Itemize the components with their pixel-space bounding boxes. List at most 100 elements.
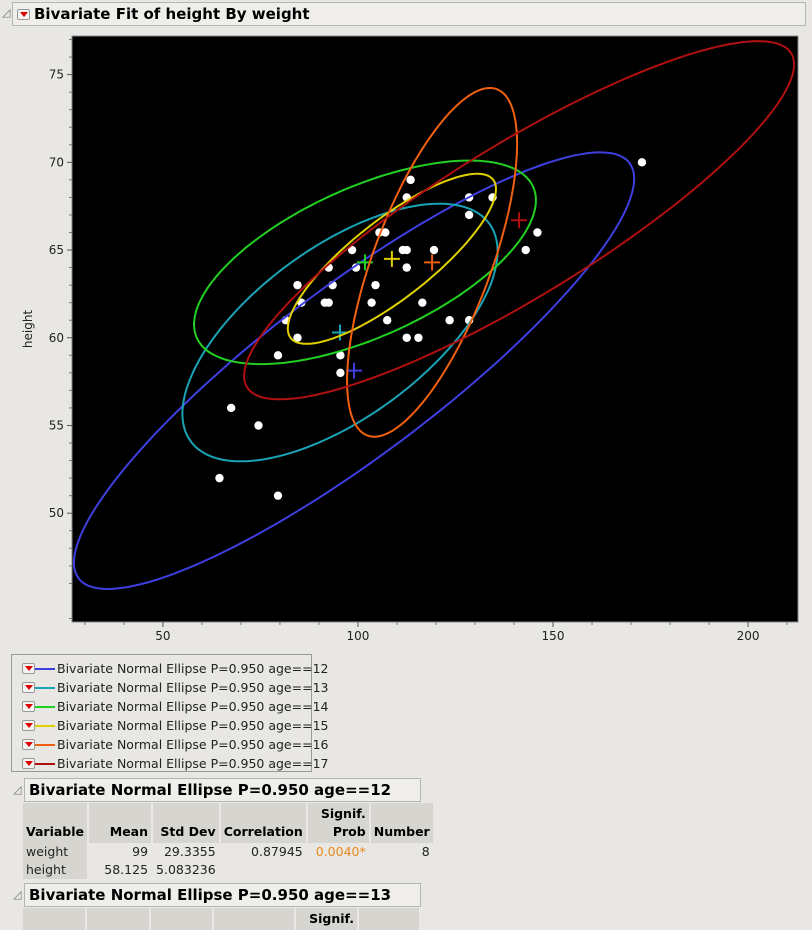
y-tick-label: 65 [49, 243, 64, 257]
signif-prob-value: 0.0040* [315, 844, 366, 859]
y-tick-label: 70 [49, 155, 64, 169]
cell: 8 [421, 844, 430, 859]
data-point [324, 298, 333, 307]
data-point [347, 245, 357, 255]
data-point [464, 210, 474, 220]
y-axis-label: height [21, 310, 35, 349]
legend-item: Bivariate Normal Ellipse P=0.950 age==13 [12, 678, 328, 697]
cell: 58.125 [104, 862, 149, 877]
data-point [381, 228, 390, 237]
data-point [406, 175, 415, 185]
data-point [293, 280, 302, 290]
cell: 99 [132, 844, 149, 859]
plot-marks [72, 40, 796, 591]
legend-label: Bivariate Normal Ellipse P=0.950 age==12 [57, 661, 329, 676]
x-tick-label: 200 [737, 629, 760, 643]
data-point [351, 263, 361, 272]
legend-swatch [35, 724, 55, 727]
data-point [297, 298, 306, 307]
cell [221, 861, 306, 879]
legend-label: Bivariate Normal Ellipse P=0.950 age==15 [57, 718, 329, 733]
col-signif-prob: Signif. Prob [307, 803, 369, 843]
legend-swatch [35, 686, 55, 689]
x-tick-label: 50 [155, 629, 170, 643]
data-point [429, 245, 439, 255]
data-point [418, 298, 427, 307]
legend-swatch [35, 743, 55, 746]
legend: Bivariate Normal Ellipse P=0.950 age==12… [11, 654, 328, 772]
legend-item: Bivariate Normal Ellipse P=0.950 age==12 [12, 659, 328, 678]
section-header: Bivariate Normal Ellipse P=0.950 age==12 [24, 778, 421, 802]
legend-label: Bivariate Normal Ellipse P=0.950 age==14 [57, 699, 329, 714]
legend-swatch [35, 705, 55, 708]
legend-label: Bivariate Normal Ellipse P=0.950 age==13 [57, 680, 329, 695]
data-point [521, 245, 530, 255]
section-title: Bivariate Normal Ellipse P=0.950 age==13 [29, 886, 392, 904]
red-triangle-menu-icon[interactable] [22, 682, 35, 693]
x-tick-label: 100 [346, 629, 369, 643]
legend-item: Bivariate Normal Ellipse P=0.950 age==16 [12, 735, 328, 754]
mean-cross-marker [346, 362, 363, 379]
ellipse [286, 172, 497, 345]
red-triangle-menu-icon[interactable] [22, 720, 35, 731]
data-point [445, 316, 454, 325]
cell [371, 861, 433, 879]
cell: 29.3355 [163, 844, 216, 859]
data-point [336, 351, 345, 360]
collapse-triangle-icon[interactable]: ◿ [2, 6, 11, 19]
red-triangle-menu-icon[interactable] [22, 739, 35, 750]
legend-item: Bivariate Normal Ellipse P=0.950 age==15 [12, 716, 328, 735]
data-point [293, 333, 302, 342]
cell: 5.083236 [156, 862, 216, 877]
data-point [414, 333, 423, 342]
cell: weight [23, 843, 88, 861]
red-triangle-menu-icon[interactable] [17, 9, 30, 20]
ellipse [192, 159, 537, 366]
section-header: Bivariate Normal Ellipse P=0.950 age==13 [24, 883, 421, 907]
table-row: weight 99 29.3355 0.87945 0.0040* 8 [23, 843, 433, 861]
y-tick-label: 55 [49, 418, 64, 432]
data-point [336, 368, 345, 378]
data-point [371, 280, 380, 290]
mean-cross-marker [383, 250, 400, 267]
col-number: Number [370, 803, 433, 843]
mean-cross-marker [424, 254, 441, 271]
collapse-triangle-icon[interactable]: ◿ [13, 783, 22, 796]
cell: height [23, 861, 88, 879]
col-signif-prob: Signif. [296, 908, 357, 930]
red-triangle-menu-icon[interactable] [22, 758, 35, 769]
plot-background [71, 35, 799, 623]
cell: 0.87945 [251, 844, 303, 859]
data-point [254, 421, 263, 430]
legend-label: Bivariate Normal Ellipse P=0.950 age==17 [57, 756, 329, 771]
y-tick-label: 50 [49, 506, 64, 520]
legend-swatch [35, 762, 55, 765]
data-point [215, 473, 224, 483]
legend-item: Bivariate Normal Ellipse P=0.950 age==14 [12, 697, 328, 716]
ellipse [243, 40, 796, 401]
mean-cross-marker [511, 212, 528, 229]
legend-item: Bivariate Normal Ellipse P=0.950 age==17 [12, 754, 328, 773]
stats-table: Signif. [21, 908, 421, 930]
y-tick-label: 60 [49, 331, 64, 345]
data-point [273, 491, 283, 500]
data-point [402, 333, 411, 342]
data-point [533, 228, 542, 237]
data-point [402, 245, 411, 255]
bivariate-plot: 50100150200505560657075weightheight [21, 35, 799, 643]
x-tick-label: 150 [542, 629, 565, 643]
collapse-triangle-icon[interactable]: ◿ [13, 888, 22, 901]
data-point [402, 263, 411, 272]
ellipse [72, 151, 636, 591]
y-tick-label: 75 [49, 68, 64, 82]
data-point [637, 158, 647, 167]
red-triangle-menu-icon[interactable] [22, 701, 35, 712]
report-title: Bivariate Fit of height By weight [34, 5, 310, 23]
report-header: Bivariate Fit of height By weight [12, 2, 806, 26]
col-correlation: Correlation [220, 803, 306, 843]
ellipse [181, 202, 499, 463]
red-triangle-menu-icon[interactable] [22, 663, 35, 674]
data-point [226, 403, 236, 413]
col-std-dev: Std Dev [153, 803, 219, 843]
data-point [273, 351, 283, 360]
